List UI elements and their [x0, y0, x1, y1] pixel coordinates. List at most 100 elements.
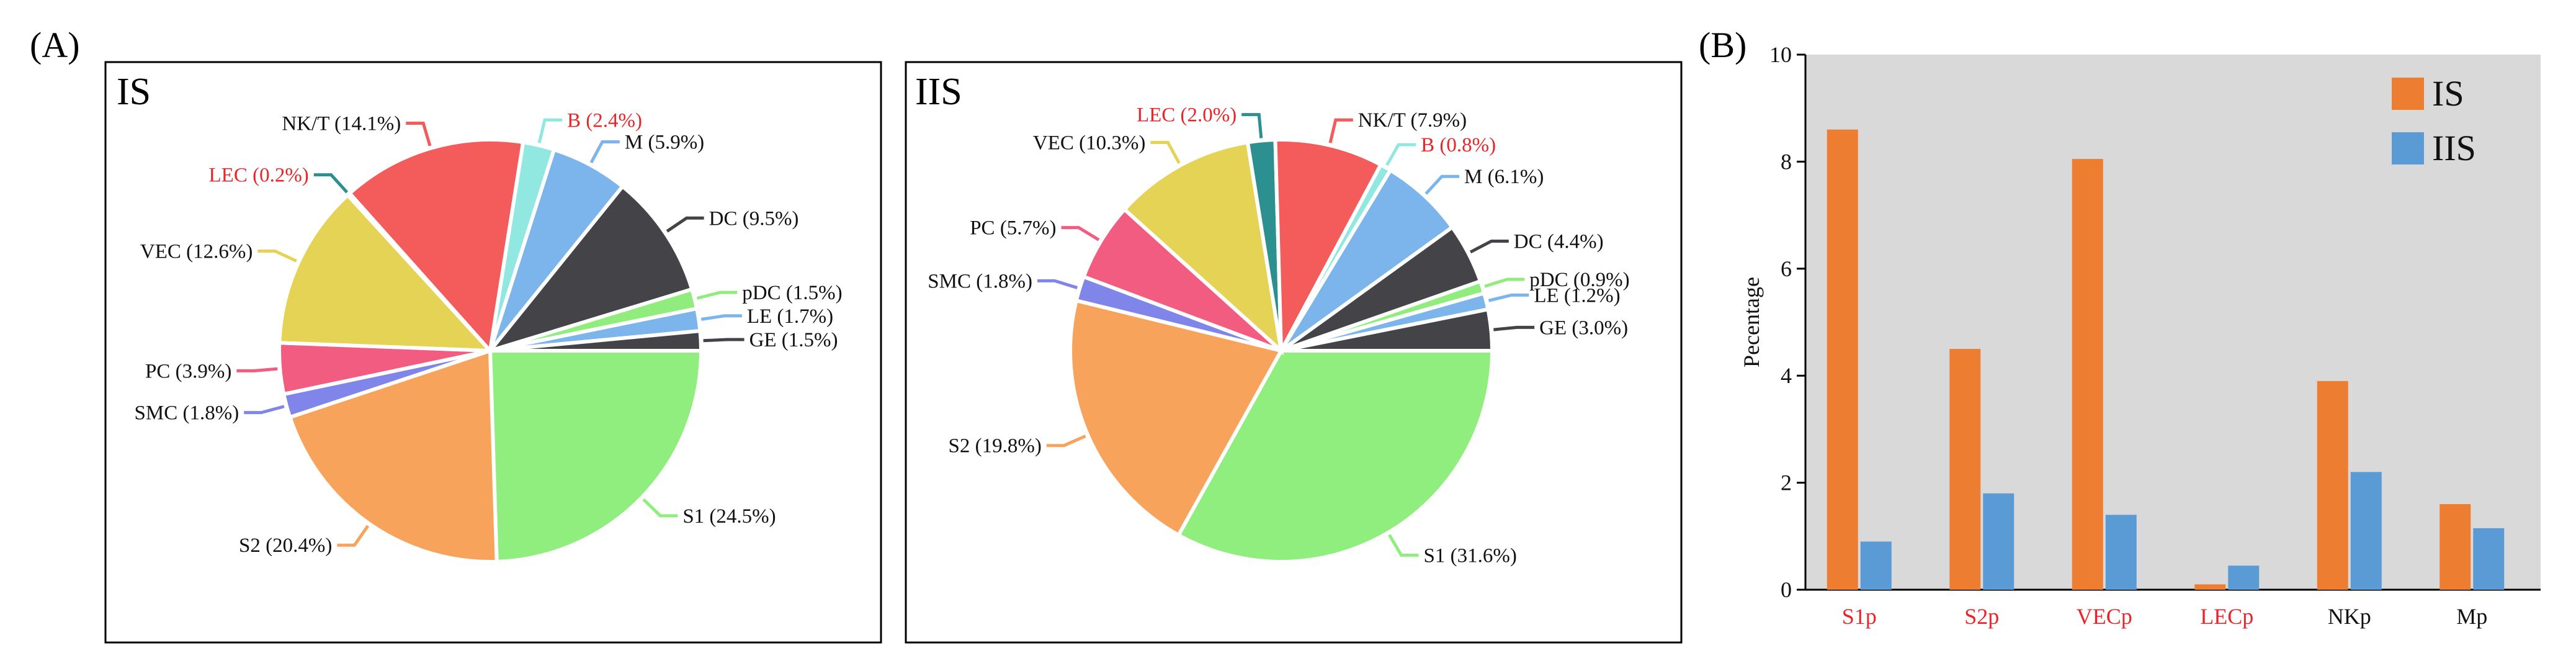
- x-tick-label-vecp: VECp: [2077, 604, 2132, 629]
- iis-slice-s2: [1068, 298, 1284, 538]
- is-leader-nk-t: [406, 122, 432, 146]
- iis-leader-le: [1488, 293, 1529, 302]
- is-slice-ge: [490, 328, 704, 353]
- is-label-pc: PC (3.9%): [145, 360, 231, 382]
- iis-leader-s1: [1388, 534, 1419, 557]
- iis-leader-lec: [1241, 113, 1263, 138]
- iis-label-b: B (0.8%): [1421, 134, 1496, 156]
- iis-label-s2: S2 (19.8%): [949, 435, 1042, 457]
- bar-iis-mp: [2473, 528, 2505, 590]
- iis-label-pc: PC (5.7%): [970, 217, 1056, 240]
- iis-label-dc: DC (4.4%): [1514, 231, 1604, 253]
- is-label-nk-t: NK/T (14.1%): [282, 113, 401, 135]
- is-label-smc: SMC (1.8%): [135, 402, 239, 425]
- legend-swatch-is: [2392, 78, 2424, 110]
- pie-iis-title: IIS: [915, 71, 962, 113]
- iis-slice-s1: [1176, 349, 1495, 564]
- x-tick-label-s2p: S2p: [1964, 604, 1999, 629]
- iis-leader-smc: [1037, 279, 1078, 289]
- bar-is-nkp: [2317, 381, 2348, 590]
- legend-swatch-iis: [2392, 132, 2424, 164]
- pie-is-title: IS: [117, 71, 151, 113]
- is-slice-nk-t: [347, 138, 525, 355]
- iis-leader-b: [1385, 143, 1416, 166]
- bar-iis-s1p: [1860, 541, 1892, 590]
- is-label-s1: S1 (24.5%): [682, 505, 776, 528]
- y-tick-label: 6: [1781, 256, 1792, 281]
- pie-is: S1 (24.5%) S2 (20.4%) SMC (1.8%) PC (3.9%) V…: [135, 109, 843, 564]
- is-label-s2: S2 (20.4%): [239, 534, 332, 557]
- y-tick-label: 0: [1781, 577, 1792, 602]
- bar-marks: [1827, 129, 2505, 590]
- is-label-pdc: pDC (1.5%): [742, 282, 842, 304]
- panel-label-b: (B): [1699, 25, 1746, 65]
- iis-label-m: M (6.1%): [1464, 166, 1544, 188]
- iis-leader-m: [1424, 174, 1460, 195]
- y-axis-label: Pecentage: [1739, 277, 1764, 367]
- bar-is-s1p: [1827, 129, 1858, 590]
- bar-is-mp: [2440, 504, 2471, 590]
- is-leader-b: [537, 118, 563, 143]
- is-label-b: B (2.4%): [567, 109, 642, 132]
- is-leader-lec: [313, 173, 349, 194]
- iis-slice-nk-t: [1273, 138, 1384, 358]
- x-tick-label-s1p: S1p: [1842, 604, 1877, 629]
- is-slice-vec: [277, 192, 495, 353]
- bar-plot-area: [1805, 55, 2541, 590]
- bar-is-vecp: [2072, 159, 2103, 590]
- is-label-vec: VEC (12.6%): [140, 241, 253, 263]
- x-tick-label-lecp: LECp: [2200, 604, 2253, 629]
- iis-label-pdc: pDC (0.9%): [1529, 269, 1629, 291]
- iis-label-s1: S1 (31.6%): [1424, 544, 1517, 567]
- bar-is-s2p: [1949, 349, 1981, 590]
- bar-iis-nkp: [2350, 472, 2382, 590]
- is-label-le: LE (1.7%): [747, 305, 833, 328]
- iis-label-lec: LEC (2.0%): [1137, 104, 1237, 127]
- is-slice-dc: [485, 184, 695, 354]
- iis-leader-vec: [1150, 140, 1181, 164]
- is-slice-s2: [287, 348, 499, 564]
- iis-label-le: LE (1.2%): [1534, 284, 1620, 307]
- y-tick-label: 4: [1781, 363, 1792, 388]
- legend-label-iis: IIS: [2432, 128, 2476, 168]
- iis-leader-dc: [1469, 240, 1509, 254]
- iis-label-vec: VEC (10.3%): [1033, 132, 1145, 154]
- iis-leader-nk-t: [1328, 118, 1353, 143]
- x-tick-label-nkp: NKp: [2328, 604, 2371, 629]
- bar-iis-vecp: [2105, 515, 2137, 590]
- legend-label-is: IS: [2432, 73, 2464, 114]
- bar-category-labels: S1p S2p VECp LECp NKp Mp: [1842, 604, 2488, 629]
- iis-label-smc: SMC (1.8%): [928, 270, 1032, 292]
- is-label-ge: GE (1.5%): [749, 329, 838, 351]
- y-tick-label: 10: [1769, 42, 1792, 67]
- iis-label-ge: GE (3.0%): [1539, 317, 1628, 339]
- iis-leader-pdc: [1484, 277, 1525, 288]
- is-leader-smc: [244, 405, 285, 415]
- pie-iis: S1 (31.6%) S2 (19.8%) SMC (1.8%) PC (5.7%) V…: [928, 104, 1629, 567]
- bar-iis-s2p: [1983, 493, 2015, 590]
- is-leader-pdc: [696, 291, 738, 300]
- bar-axes: 0 2 4 6 8 10: [1769, 42, 2541, 602]
- is-label-m: M (5.9%): [625, 132, 704, 154]
- y-tick-label: 2: [1781, 471, 1792, 495]
- iis-leader-pc: [1061, 226, 1100, 241]
- is-leader-dc: [666, 216, 704, 233]
- is-leader-s1: [642, 498, 678, 518]
- is-label-lec: LEC (0.2%): [209, 164, 309, 187]
- iis-slice-vec: [1122, 140, 1284, 356]
- bar-legend: IS IIS: [2392, 73, 2476, 168]
- is-slice-s1: [488, 349, 704, 564]
- is-label-dc: DC (9.5%): [709, 207, 799, 230]
- iis-leader-s2: [1046, 435, 1086, 448]
- iis-slice-ge: [1281, 307, 1495, 353]
- bar-is-lecp: [2194, 584, 2226, 590]
- bar-chart: 0 2 4 6 8 10 S1p S2p VECp LECp NKp Mp Pecentage IS…: [1739, 42, 2541, 629]
- bar-iis-lecp: [2228, 566, 2260, 590]
- is-leader-m: [589, 140, 620, 164]
- iis-leader-ge: [1493, 325, 1535, 331]
- y-tick-label: 8: [1781, 149, 1792, 174]
- is-leader-vec: [257, 250, 297, 263]
- panel-label-a: (A): [30, 25, 80, 65]
- is-leader-le: [700, 314, 742, 321]
